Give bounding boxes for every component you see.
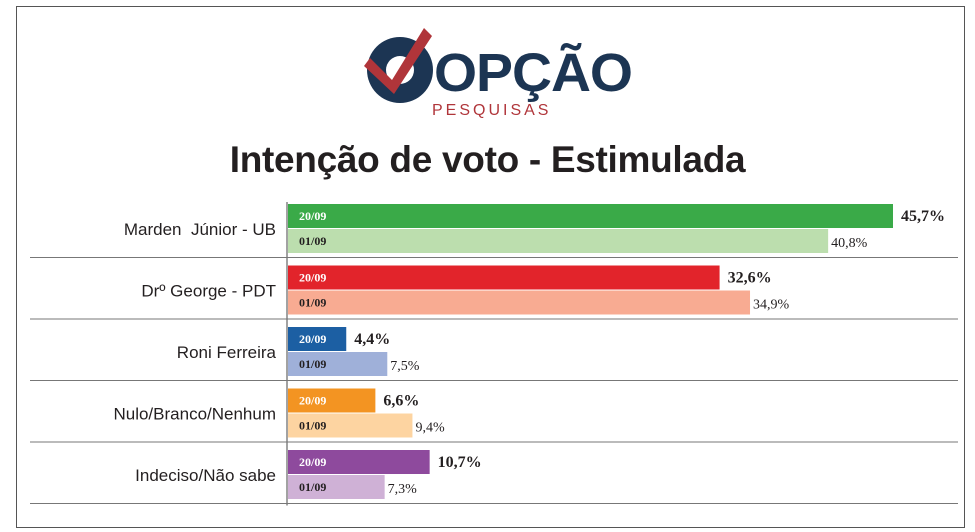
data-label: 45,7% (901, 208, 945, 225)
category-label: Indeciso/Não sabe (135, 466, 276, 485)
data-label: 6,6% (383, 393, 419, 410)
bar-20-09 (288, 388, 376, 413)
data-label: 10,7% (438, 454, 482, 471)
bar-01-09 (288, 229, 829, 253)
bar-01-09 (288, 413, 413, 438)
bar-20-09 (288, 265, 720, 290)
series-label: 01/09 (299, 480, 326, 494)
data-label: 7,5% (390, 359, 420, 374)
series-label: 01/09 (299, 357, 326, 371)
series-label: 20/09 (299, 209, 326, 223)
series-label: 20/09 (299, 332, 326, 346)
check-mark-icon (364, 28, 432, 94)
data-label: 32,6% (728, 270, 772, 287)
data-label: 34,9% (753, 298, 790, 313)
data-label: 4,4% (354, 331, 390, 348)
category-label: Nulo/Branco/Nenhum (113, 405, 276, 424)
opcao-pesquisas-logo: OPÇÃO PESQUISAS (364, 28, 632, 119)
series-label: 20/09 (299, 455, 326, 469)
bar-01-09 (288, 290, 751, 315)
bar-20-09 (288, 204, 893, 228)
bar-01-09 (288, 352, 388, 376)
series-label: 01/09 (299, 419, 326, 433)
series-label: 01/09 (299, 296, 326, 310)
bar-20-09 (288, 327, 347, 351)
data-label: 9,4% (415, 421, 445, 436)
series-label: 01/09 (299, 234, 326, 248)
series-label: 20/09 (299, 271, 326, 285)
data-label: 7,3% (388, 482, 418, 497)
chart-title: Intenção de voto - Estimulada (229, 139, 746, 180)
category-label: Drº George - PDT (141, 282, 276, 301)
logo-subtitle: PESQUISAS (432, 102, 551, 119)
category-label: Marden Júnior - UB (124, 220, 276, 239)
series-label: 20/09 (299, 394, 326, 408)
logo-wordmark: OPÇÃO (434, 43, 632, 103)
category-label: Roni Ferreira (177, 343, 277, 362)
bar-01-09 (288, 475, 385, 499)
data-label: 40,8% (831, 236, 868, 251)
bar-20-09 (288, 450, 430, 474)
